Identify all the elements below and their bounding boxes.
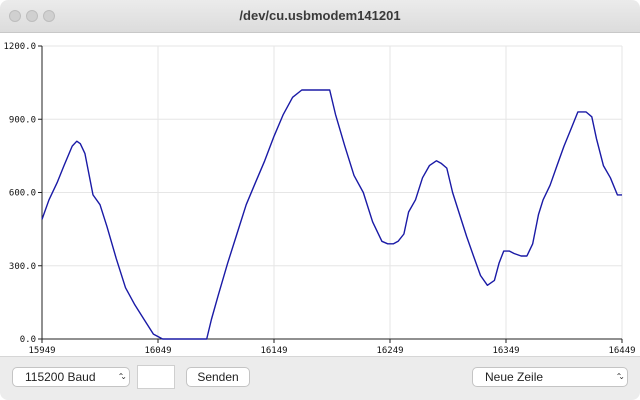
message-input[interactable]	[137, 365, 175, 389]
y-tick-label: 900.0	[9, 115, 36, 125]
updown-chevron-icon: ⌃⌄	[117, 372, 128, 381]
x-tick-label: 16249	[376, 346, 403, 355]
x-tick-label: 16149	[260, 346, 287, 355]
y-tick-label: 0.0	[20, 335, 36, 345]
plot-area: 0.0 300.0 600.0 900.0 1200.0 15949 16049 16149 1…	[0, 33, 640, 356]
minimize-window-button[interactable]	[26, 10, 38, 22]
plot-series	[41, 89, 622, 340]
x-tick-label: 16449	[608, 346, 635, 355]
y-tick-label: 1200.0	[3, 42, 36, 52]
close-window-button[interactable]	[9, 10, 21, 22]
x-tick-label: 15949	[28, 346, 55, 355]
updown-chevron-icon: ⌃⌄	[615, 372, 626, 381]
baud-rate-select[interactable]: 115200 Baud ⌃⌄	[12, 367, 130, 387]
baud-rate-value: 115200 Baud	[25, 370, 96, 384]
send-button[interactable]: Senden	[186, 367, 250, 387]
title-bar: /dev/cu.usbmodem141201	[0, 0, 640, 33]
x-tick-label: 16349	[492, 346, 519, 355]
zoom-window-button[interactable]	[43, 10, 55, 22]
y-tick-label: 600.0	[9, 189, 36, 199]
x-tick-label: 16049	[144, 346, 171, 355]
plot-axes: 0.0 300.0 600.0 900.0 1200.0 15949 16049 16149 1…	[3, 42, 635, 356]
y-tick-label: 300.0	[9, 262, 36, 272]
bottom-toolbar: 115200 Baud ⌃⌄ Senden Neue Zeile ⌃⌄	[0, 356, 640, 400]
line-ending-value: Neue Zeile	[485, 370, 544, 384]
serial-plot: 0.0 300.0 600.0 900.0 1200.0 15949 16049 16149 1…	[3, 42, 635, 356]
line-ending-select[interactable]: Neue Zeile ⌃⌄	[472, 367, 628, 387]
window-title: /dev/cu.usbmodem141201	[239, 8, 401, 23]
series-line-0	[41, 89, 622, 340]
